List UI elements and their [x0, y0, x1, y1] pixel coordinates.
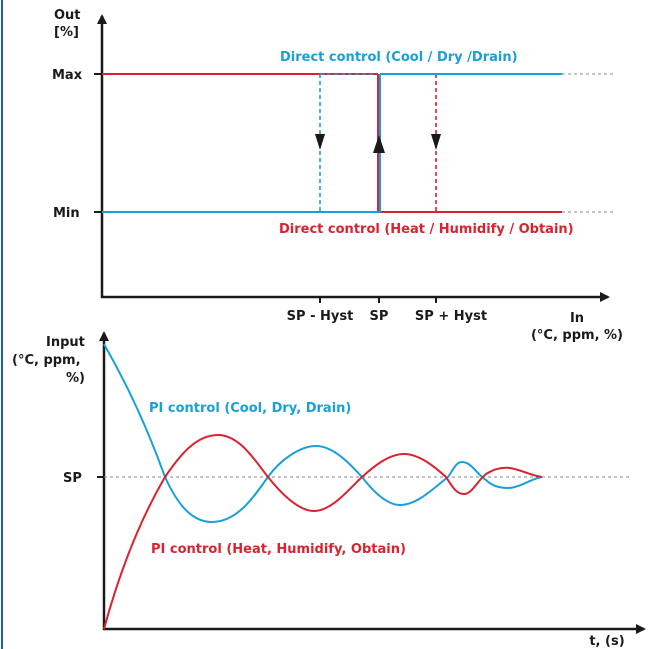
cool-direct-label: Direct control (Cool / Dry /Drain) [280, 50, 518, 65]
level-min-label: Min [53, 206, 80, 221]
top-y-axis-label-line2: [%] [54, 25, 79, 40]
bottom-diagram: Input (°C, ppm, %) SP PI control (Cool, … [12, 331, 646, 649]
top-diagram: Out [%] Max Min Direct control (Cool / D… [52, 8, 623, 343]
bottom-y-axis-label-line1: Input [46, 335, 85, 350]
pi-heat-curve [103, 433, 543, 630]
top-x-axis-label-line1: In [570, 311, 584, 326]
bottom-y-axis-label-line3: %) [66, 371, 85, 386]
cool-down-arrow [315, 134, 325, 150]
bottom-x-axis-label: t, (s) [589, 634, 624, 649]
sp-minus-hyst-label: SP - Hyst [287, 309, 354, 324]
top-y-axis-label-line1: Out [54, 8, 81, 23]
sp-up-arrow [373, 135, 385, 153]
top-x-axis-label-line2: (°C, ppm, %) [531, 328, 623, 343]
pi-heat-label: PI control (Heat, Humidify, Obtain) [151, 542, 406, 557]
level-sp-label: SP [63, 471, 82, 486]
level-max-label: Max [52, 68, 83, 83]
sp-plus-hyst-label: SP + Hyst [415, 309, 487, 324]
heat-down-arrow [431, 134, 441, 150]
pi-cool-label: PI control (Cool, Dry, Drain) [149, 401, 351, 416]
heat-direct-label: Direct control (Heat / Humidify / Obtain… [279, 222, 574, 237]
sp-label: SP [370, 309, 389, 324]
bottom-y-axis-label-line2: (°C, ppm, [12, 353, 81, 368]
pi-cool-curve [103, 343, 543, 524]
